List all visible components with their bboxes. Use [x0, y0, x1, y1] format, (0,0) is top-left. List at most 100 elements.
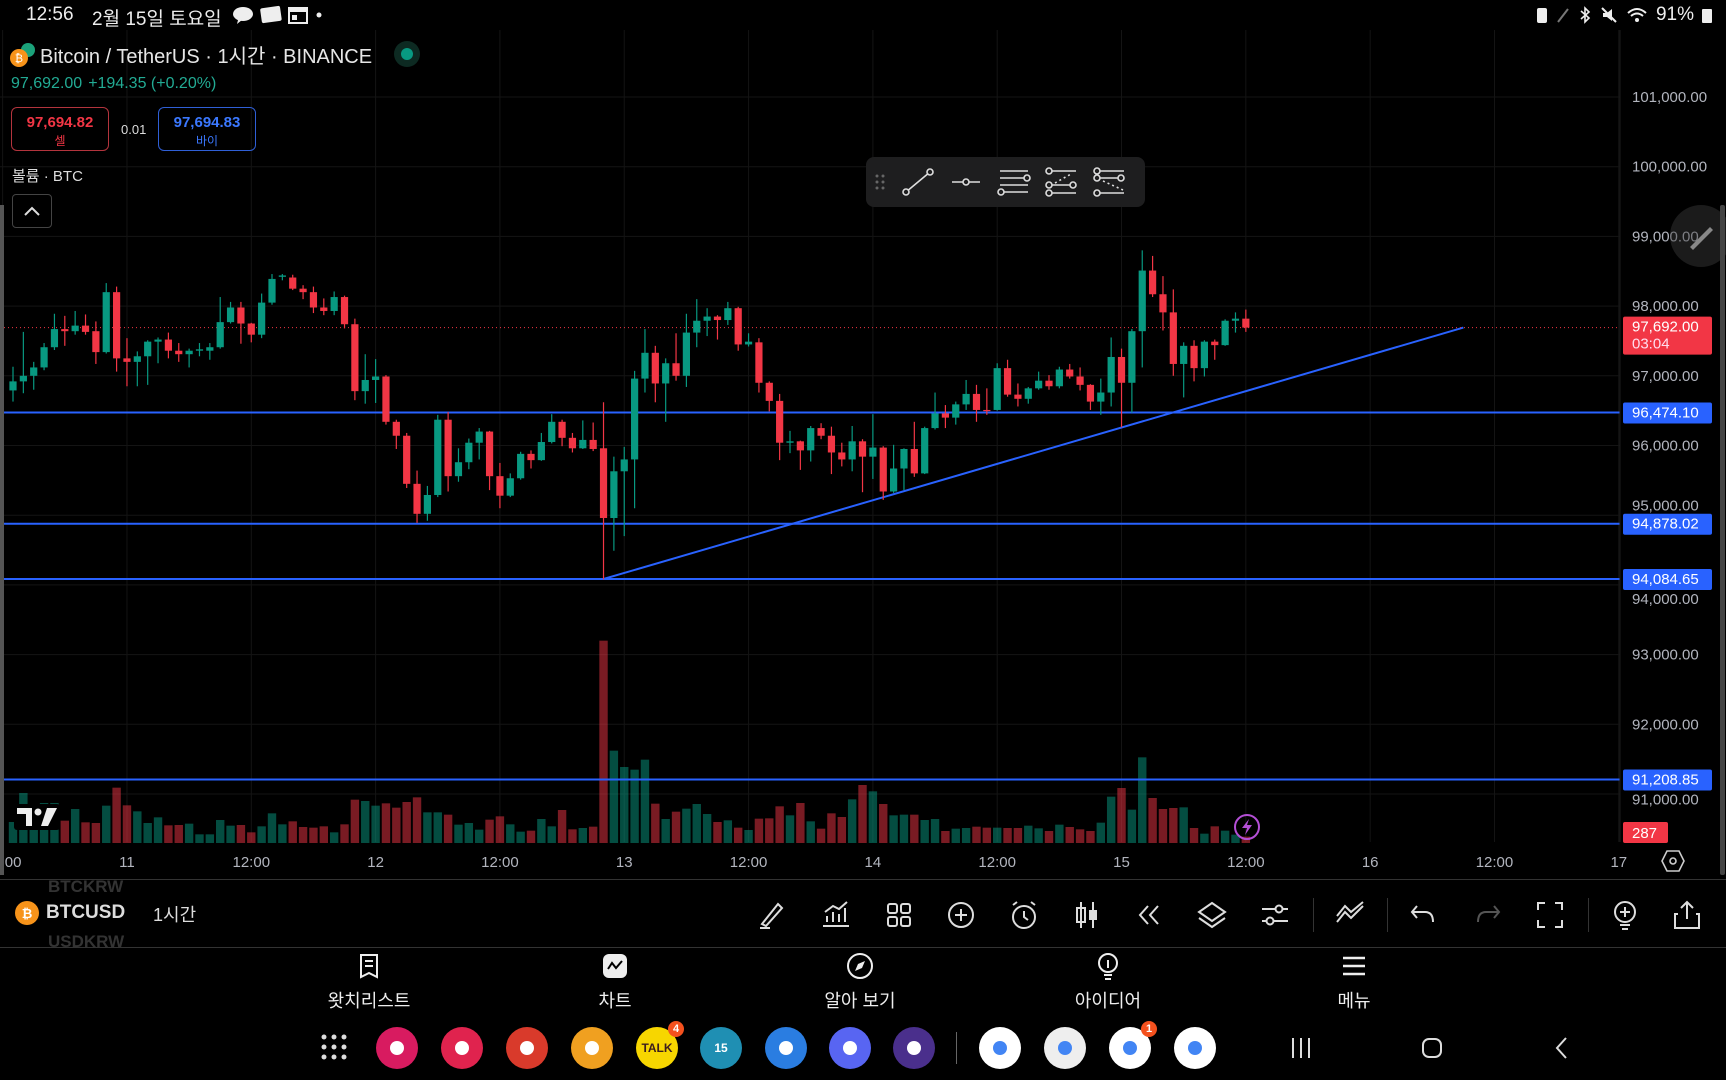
sell-button[interactable]: 97,694.82 셀	[11, 107, 109, 151]
candle	[807, 425, 815, 462]
right-scrollbar[interactable]	[1720, 205, 1725, 875]
back-button[interactable]	[1542, 1030, 1582, 1066]
battery-percent: 91%	[1655, 4, 1694, 25]
last-price-badge	[1623, 316, 1712, 355]
add-button[interactable]	[943, 897, 979, 933]
nav-tab-menu[interactable]: 메뉴	[1284, 952, 1424, 1013]
candle	[423, 485, 431, 521]
line-price-badge	[1623, 513, 1712, 535]
idea-button[interactable]	[1607, 897, 1643, 933]
nav-tab-explore[interactable]: 알아 보기	[790, 952, 930, 1013]
bar-style-button[interactable]	[1069, 897, 1105, 933]
templates-button[interactable]	[881, 897, 917, 933]
camera-app[interactable]	[441, 1027, 483, 1069]
files-app[interactable]	[571, 1027, 613, 1069]
drawing-mode-button[interactable]	[1670, 205, 1726, 267]
apps-folder[interactable]	[893, 1027, 935, 1069]
recorder-app[interactable]	[1044, 1027, 1086, 1069]
candle-body	[931, 413, 939, 429]
candle-body	[744, 341, 753, 345]
calendar-app[interactable]: 15	[700, 1027, 742, 1069]
volume-bar	[816, 828, 826, 843]
recent-apps-button[interactable]	[1281, 1030, 1321, 1066]
redo-button[interactable]	[1469, 897, 1505, 933]
candle	[786, 430, 794, 454]
volume-bars	[8, 640, 1251, 843]
volume-bar	[827, 813, 836, 843]
drag-handle-icon[interactable]	[866, 157, 894, 207]
volume-bar	[361, 801, 370, 843]
interval-selector[interactable]: 1시간	[153, 905, 197, 925]
share-button[interactable]	[1669, 897, 1705, 933]
volume-bar	[70, 809, 80, 843]
volume-bar	[765, 818, 774, 843]
nav-tab-ideas[interactable]: 아이디어	[1038, 952, 1178, 1013]
price-chart[interactable]: 101,000.00 100,000.00 99,000.00 98,000.00 97…	[0, 30, 1726, 880]
trend-line-icon[interactable]	[894, 157, 942, 207]
blossom-app[interactable]	[376, 1027, 418, 1069]
time-axis-settings-icon[interactable]	[1660, 848, 1686, 874]
candle	[827, 426, 836, 475]
candle-body	[423, 494, 431, 514]
candle	[206, 343, 214, 360]
alert-button[interactable]	[1006, 897, 1042, 933]
symbol-title[interactable]: Bitcoin / TetherUS · 1시간 · BINANCE	[40, 46, 373, 68]
trade-button[interactable]	[1332, 897, 1368, 933]
lightning-icon[interactable]	[1232, 812, 1262, 842]
collapse-legend-button[interactable]	[12, 194, 52, 228]
candle	[589, 422, 597, 452]
price-tick-label: 96,000.00	[1632, 438, 1699, 455]
time-tick-label: 12:00	[978, 854, 1016, 871]
regression-trend-icon[interactable]	[1038, 157, 1086, 207]
discord-app[interactable]	[829, 1027, 871, 1069]
buy-button[interactable]: 97,694.83 바이	[158, 107, 256, 151]
kakaotalk-app[interactable]: TALK 4	[636, 1021, 684, 1069]
horizontal-ray-icon[interactable]	[942, 157, 990, 207]
chrome-app[interactable]	[979, 1027, 1021, 1069]
candle-body	[434, 419, 442, 495]
time-tick-label: 16	[1362, 854, 1379, 871]
settings-button[interactable]	[1257, 897, 1293, 933]
volume-bar	[713, 822, 722, 843]
candle-body	[185, 350, 193, 355]
app-drawer-icon[interactable]	[320, 1033, 348, 1066]
volume-bar	[993, 827, 1002, 843]
market-status-icon[interactable]	[393, 40, 421, 68]
indicators-button[interactable]	[818, 897, 854, 933]
volume-bar	[578, 828, 587, 843]
candle	[30, 361, 38, 390]
candle-body	[962, 393, 970, 405]
nav-tab-watchlist[interactable]: 왓치리스트	[299, 952, 439, 1013]
candle-body	[900, 448, 908, 469]
undo-button[interactable]	[1406, 897, 1442, 933]
pencil-button[interactable]	[755, 897, 791, 933]
notes-app[interactable]	[506, 1027, 548, 1069]
last-price: 97,692.00	[11, 75, 83, 92]
volume-indicator-label[interactable]: 볼륨 · BTC	[12, 168, 83, 185]
volume-bar	[1106, 796, 1116, 843]
drive-app[interactable]	[1174, 1027, 1216, 1069]
flat-top-bottom-icon[interactable]	[1086, 157, 1134, 207]
parallel-channel-icon[interactable]	[990, 157, 1038, 207]
candle-body	[320, 307, 328, 311]
candle	[247, 322, 255, 343]
candle	[485, 430, 494, 491]
messages-app[interactable]	[765, 1027, 807, 1069]
volume-bar	[464, 823, 474, 843]
home-button[interactable]	[1412, 1030, 1452, 1066]
candle-body	[765, 382, 773, 401]
candle	[890, 444, 898, 493]
volume-bar	[423, 812, 432, 843]
volume-bar	[298, 827, 308, 843]
left-scrollbar[interactable]	[0, 205, 4, 875]
nav-tab-chart[interactable]: 차트	[545, 952, 685, 1013]
layers-button[interactable]	[1194, 897, 1230, 933]
fullscreen-button[interactable]	[1532, 897, 1568, 933]
candle	[983, 388, 991, 415]
symbol-selector[interactable]: ₿ BTCUSD	[14, 900, 125, 926]
line-price-badge	[1623, 769, 1712, 791]
candle-body	[496, 476, 504, 496]
replay-button[interactable]	[1131, 897, 1167, 933]
candle-body	[589, 439, 597, 449]
play-store-app[interactable]: 1	[1109, 1021, 1157, 1069]
